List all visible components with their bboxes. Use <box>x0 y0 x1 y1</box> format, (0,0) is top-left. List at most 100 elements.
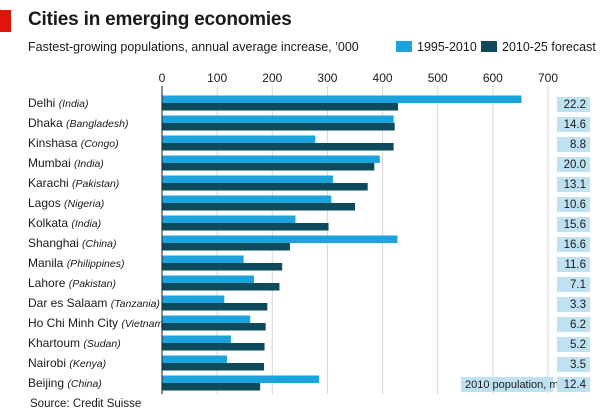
bar-1995-2010 <box>162 295 225 303</box>
population-value-box <box>557 157 590 172</box>
category-label: Ho Chi Minh City (Vietnam) <box>28 316 167 330</box>
x-tick-label: 700 <box>538 71 558 85</box>
population-value-box <box>557 197 590 212</box>
bar-2010-25-forecast <box>162 223 329 231</box>
bar-2010-25-forecast <box>162 383 261 391</box>
country-name: (Congo) <box>81 138 119 150</box>
category-label: Dhaka (Bangladesh) <box>28 116 129 130</box>
population-value-box <box>557 297 590 312</box>
category-label: Khartoum (Sudan) <box>28 336 121 350</box>
country-name: (Pakistan) <box>72 178 119 190</box>
population-value: 6.2 <box>570 319 586 331</box>
population-value-box <box>557 377 590 392</box>
bar-1995-2010 <box>162 355 228 363</box>
population-value: 8.8 <box>570 139 586 151</box>
city-name: Kolkata <box>28 216 71 230</box>
category-label: Kolkata (India) <box>28 216 101 230</box>
legend-item-series-1: 1995-2010 <box>396 40 477 54</box>
population-value-box <box>557 217 590 232</box>
population-value: 12.4 <box>564 379 587 391</box>
country-name: (India) <box>74 158 104 170</box>
country-name: (Tanzania) <box>111 298 160 310</box>
bar-1995-2010 <box>162 195 332 203</box>
chart-title: Cities in emerging economies <box>28 9 292 30</box>
bar-2010-25-forecast <box>162 183 368 191</box>
city-name: Shanghai <box>28 236 82 250</box>
category-label: Manila (Philippines) <box>28 256 124 270</box>
country-name: (Pakistan) <box>69 278 116 290</box>
city-name: Dhaka <box>28 116 66 130</box>
bar-1995-2010 <box>162 275 255 283</box>
population-label: 2010 population, m <box>465 379 559 391</box>
bar-2010-25-forecast <box>162 103 399 111</box>
population-value-box <box>557 177 590 192</box>
bar-1995-2010 <box>162 335 231 343</box>
bar-1995-2010 <box>162 135 316 143</box>
population-value: 3.5 <box>570 359 586 371</box>
population-value: 13.1 <box>564 179 586 191</box>
bar-1995-2010 <box>162 155 380 163</box>
bar-1995-2010 <box>162 375 320 383</box>
bar-1995-2010 <box>162 95 522 103</box>
bar-1995-2010 <box>162 255 244 263</box>
category-label: Dar es Salaam (Tanzania) <box>28 296 160 310</box>
city-name: Khartoum <box>28 336 83 350</box>
chart-subtitle: Fastest-growing populations, annual aver… <box>28 40 359 54</box>
population-value-box <box>557 357 590 372</box>
bar-2010-25-forecast <box>162 303 268 311</box>
country-name: (Vietnam) <box>121 318 166 330</box>
population-value: 7.1 <box>570 279 586 291</box>
bar-1995-2010 <box>162 175 333 183</box>
city-name: Dar es Salaam <box>28 296 111 310</box>
country-name: (India) <box>71 218 101 230</box>
category-label: Nairobi (Kenya) <box>28 356 106 370</box>
population-value: 5.2 <box>570 339 586 351</box>
category-label: Karachi (Pakistan) <box>28 176 119 190</box>
population-value-box <box>557 97 590 112</box>
legend-swatch-series-2 <box>481 41 497 52</box>
population-value: 3.3 <box>570 299 586 311</box>
x-tick-label: 500 <box>428 71 448 85</box>
population-value: 20.0 <box>564 159 586 171</box>
city-name: Mumbai <box>28 156 74 170</box>
population-value-box <box>557 337 590 352</box>
x-tick-label: 600 <box>483 71 503 85</box>
population-value: 16.6 <box>564 239 586 251</box>
population-label-box <box>461 377 553 392</box>
x-tick-label: 200 <box>262 71 282 85</box>
category-label: Delhi (India) <box>28 96 88 110</box>
population-value: 15.6 <box>564 219 586 231</box>
x-tick-label: 300 <box>317 71 337 85</box>
category-label: Kinshasa (Congo) <box>28 136 119 150</box>
country-name: (China) <box>67 378 101 390</box>
city-name: Karachi <box>28 176 72 190</box>
category-label: Mumbai (India) <box>28 156 104 170</box>
population-value-box <box>557 117 590 132</box>
bar-2010-25-forecast <box>162 123 395 131</box>
accent-bar <box>0 10 11 32</box>
city-name: Kinshasa <box>28 136 81 150</box>
population-value-box <box>557 277 590 292</box>
country-name: (Kenya) <box>69 358 106 370</box>
population-value: 14.6 <box>564 119 586 131</box>
legend-label-series-2: 2010-25 forecast <box>502 40 596 54</box>
bar-2010-25-forecast <box>162 243 290 251</box>
city-name: Manila <box>28 256 67 270</box>
category-label: Lahore (Pakistan) <box>28 276 116 290</box>
population-value-box <box>557 237 590 252</box>
bar-1995-2010 <box>162 235 398 243</box>
city-name: Nairobi <box>28 356 69 370</box>
legend-item-series-2: 2010-25 forecast <box>481 40 596 54</box>
country-name: (Nigeria) <box>64 198 104 210</box>
x-tick-label: 0 <box>159 71 166 85</box>
country-name: (India) <box>59 98 89 110</box>
bar-2010-25-forecast <box>162 283 280 291</box>
bar-2010-25-forecast <box>162 263 283 271</box>
bar-1995-2010 <box>162 315 251 323</box>
country-name: (Bangladesh) <box>66 118 128 130</box>
population-value-box <box>557 317 590 332</box>
population-value: 11.6 <box>564 259 586 271</box>
city-name: Lahore <box>28 276 69 290</box>
country-name: (China) <box>82 238 116 250</box>
